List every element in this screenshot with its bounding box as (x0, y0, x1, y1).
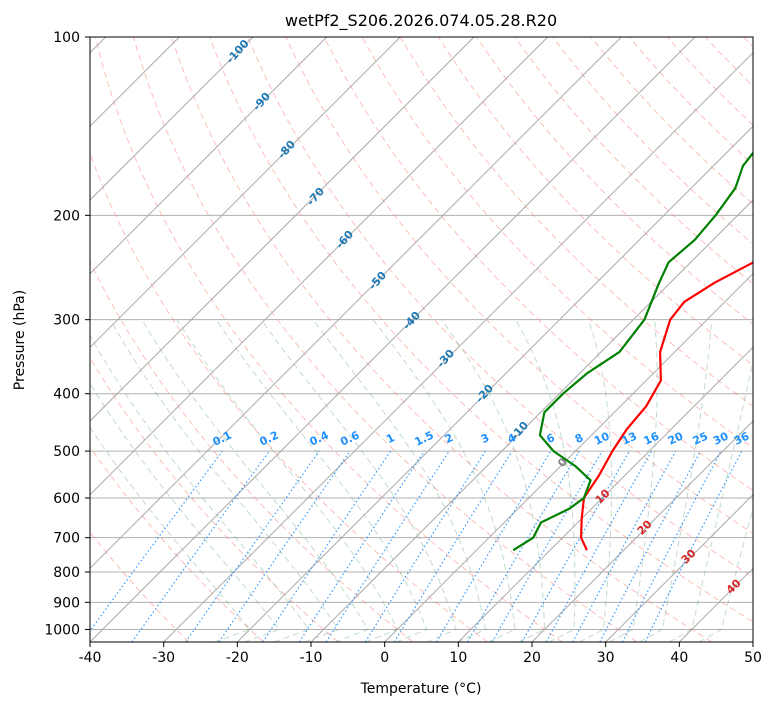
x-tick-label: -30 (152, 650, 175, 666)
x-tick-label: -10 (300, 650, 323, 666)
x-tick-label: 0 (380, 650, 389, 666)
y-tick-label: 400 (53, 387, 80, 403)
y-tick-label: 700 (53, 531, 80, 547)
x-tick-label: 30 (597, 650, 615, 666)
x-tick-label: -40 (79, 650, 102, 666)
y-tick-label: 300 (53, 313, 80, 329)
y-tick-label: 900 (53, 595, 80, 611)
y-tick-label: 800 (53, 565, 80, 581)
x-tick-label: 40 (670, 650, 688, 666)
x-tick-label: 20 (523, 650, 541, 666)
y-tick-label: 500 (53, 444, 80, 460)
y-tick-label: 600 (53, 491, 80, 507)
y-tick-label: 200 (53, 208, 80, 224)
chart-title: wetPf2_S206.2026.074.05.28.R20 (285, 11, 557, 31)
x-tick-label: -20 (226, 650, 249, 666)
x-tick-label: 10 (449, 650, 467, 666)
y-tick-label: 1000 (44, 622, 80, 638)
x-tick-label: 50 (744, 650, 762, 666)
x-axis-label: Temperature (°C) (360, 681, 482, 697)
y-axis-label: Pressure (hPa) (12, 290, 28, 390)
y-tick-label: 100 (53, 30, 80, 46)
